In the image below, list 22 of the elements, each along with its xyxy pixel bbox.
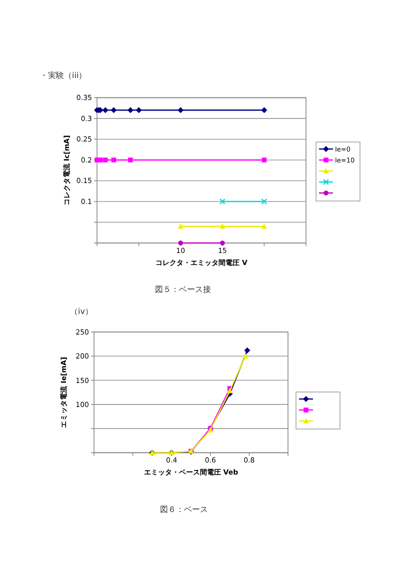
point [128, 158, 133, 162]
point [178, 107, 184, 114]
point [244, 347, 250, 354]
point [226, 388, 233, 394]
point [111, 158, 116, 162]
point [219, 198, 226, 204]
chart-title: （iv） [70, 307, 93, 316]
point [242, 353, 248, 359]
point [102, 107, 108, 114]
point [102, 158, 108, 162]
point [261, 107, 268, 114]
point [261, 198, 268, 204]
point [220, 223, 226, 229]
caption: 図６：ベース [160, 505, 208, 514]
point [110, 107, 117, 114]
point [136, 107, 142, 114]
point [262, 158, 267, 162]
point [127, 107, 134, 114]
caption: 図５：ベース接 [155, 285, 211, 294]
point [261, 223, 268, 229]
point [178, 223, 184, 229]
chart-title: ・実験（iii） [40, 71, 87, 80]
